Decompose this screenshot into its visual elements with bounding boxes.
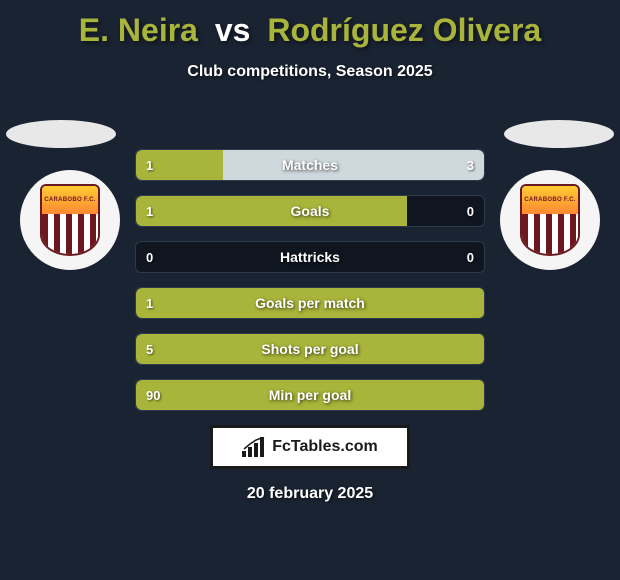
stat-row: 1Goals per match <box>135 287 485 319</box>
club-badge-inner: CARABOBO F.C. <box>40 184 100 256</box>
club-badge-text: CARABOBO F.C. <box>522 186 578 214</box>
oval-right <box>504 120 614 148</box>
subtitle: Club competitions, Season 2025 <box>0 63 620 81</box>
stat-label: Goals per match <box>136 295 484 311</box>
stat-row: 10Goals <box>135 195 485 227</box>
stat-row: 5Shots per goal <box>135 333 485 365</box>
stat-label: Shots per goal <box>136 341 484 357</box>
stat-row: 90Min per goal <box>135 379 485 411</box>
stat-label: Matches <box>136 157 484 173</box>
brand-box: FcTables.com <box>210 425 410 469</box>
player1-club-badge: CARABOBO F.C. <box>20 170 120 270</box>
date: 20 february 2025 <box>0 485 620 503</box>
stats-bars: 13Matches 10Goals 00Hattricks 1Goals per ma… <box>135 149 485 411</box>
stat-label: Hattricks <box>136 249 484 265</box>
stat-label: Goals <box>136 203 484 219</box>
vs-text: vs <box>215 12 251 48</box>
stat-row: 00Hattricks <box>135 241 485 273</box>
comparison-title: E. Neira vs Rodríguez Olivera <box>0 0 620 49</box>
club-badge-stripes <box>522 214 578 256</box>
stat-label: Min per goal <box>136 387 484 403</box>
player2-name: Rodríguez Olivera <box>267 12 541 48</box>
club-badge-stripes <box>42 214 98 256</box>
club-badge-inner: CARABOBO F.C. <box>520 184 580 256</box>
oval-left <box>6 120 116 148</box>
club-badge-text: CARABOBO F.C. <box>42 186 98 214</box>
stat-row: 13Matches <box>135 149 485 181</box>
player2-club-badge: CARABOBO F.C. <box>500 170 600 270</box>
brand-text: FcTables.com <box>272 438 378 456</box>
player1-name: E. Neira <box>79 12 198 48</box>
brand-chart-icon <box>242 437 266 457</box>
